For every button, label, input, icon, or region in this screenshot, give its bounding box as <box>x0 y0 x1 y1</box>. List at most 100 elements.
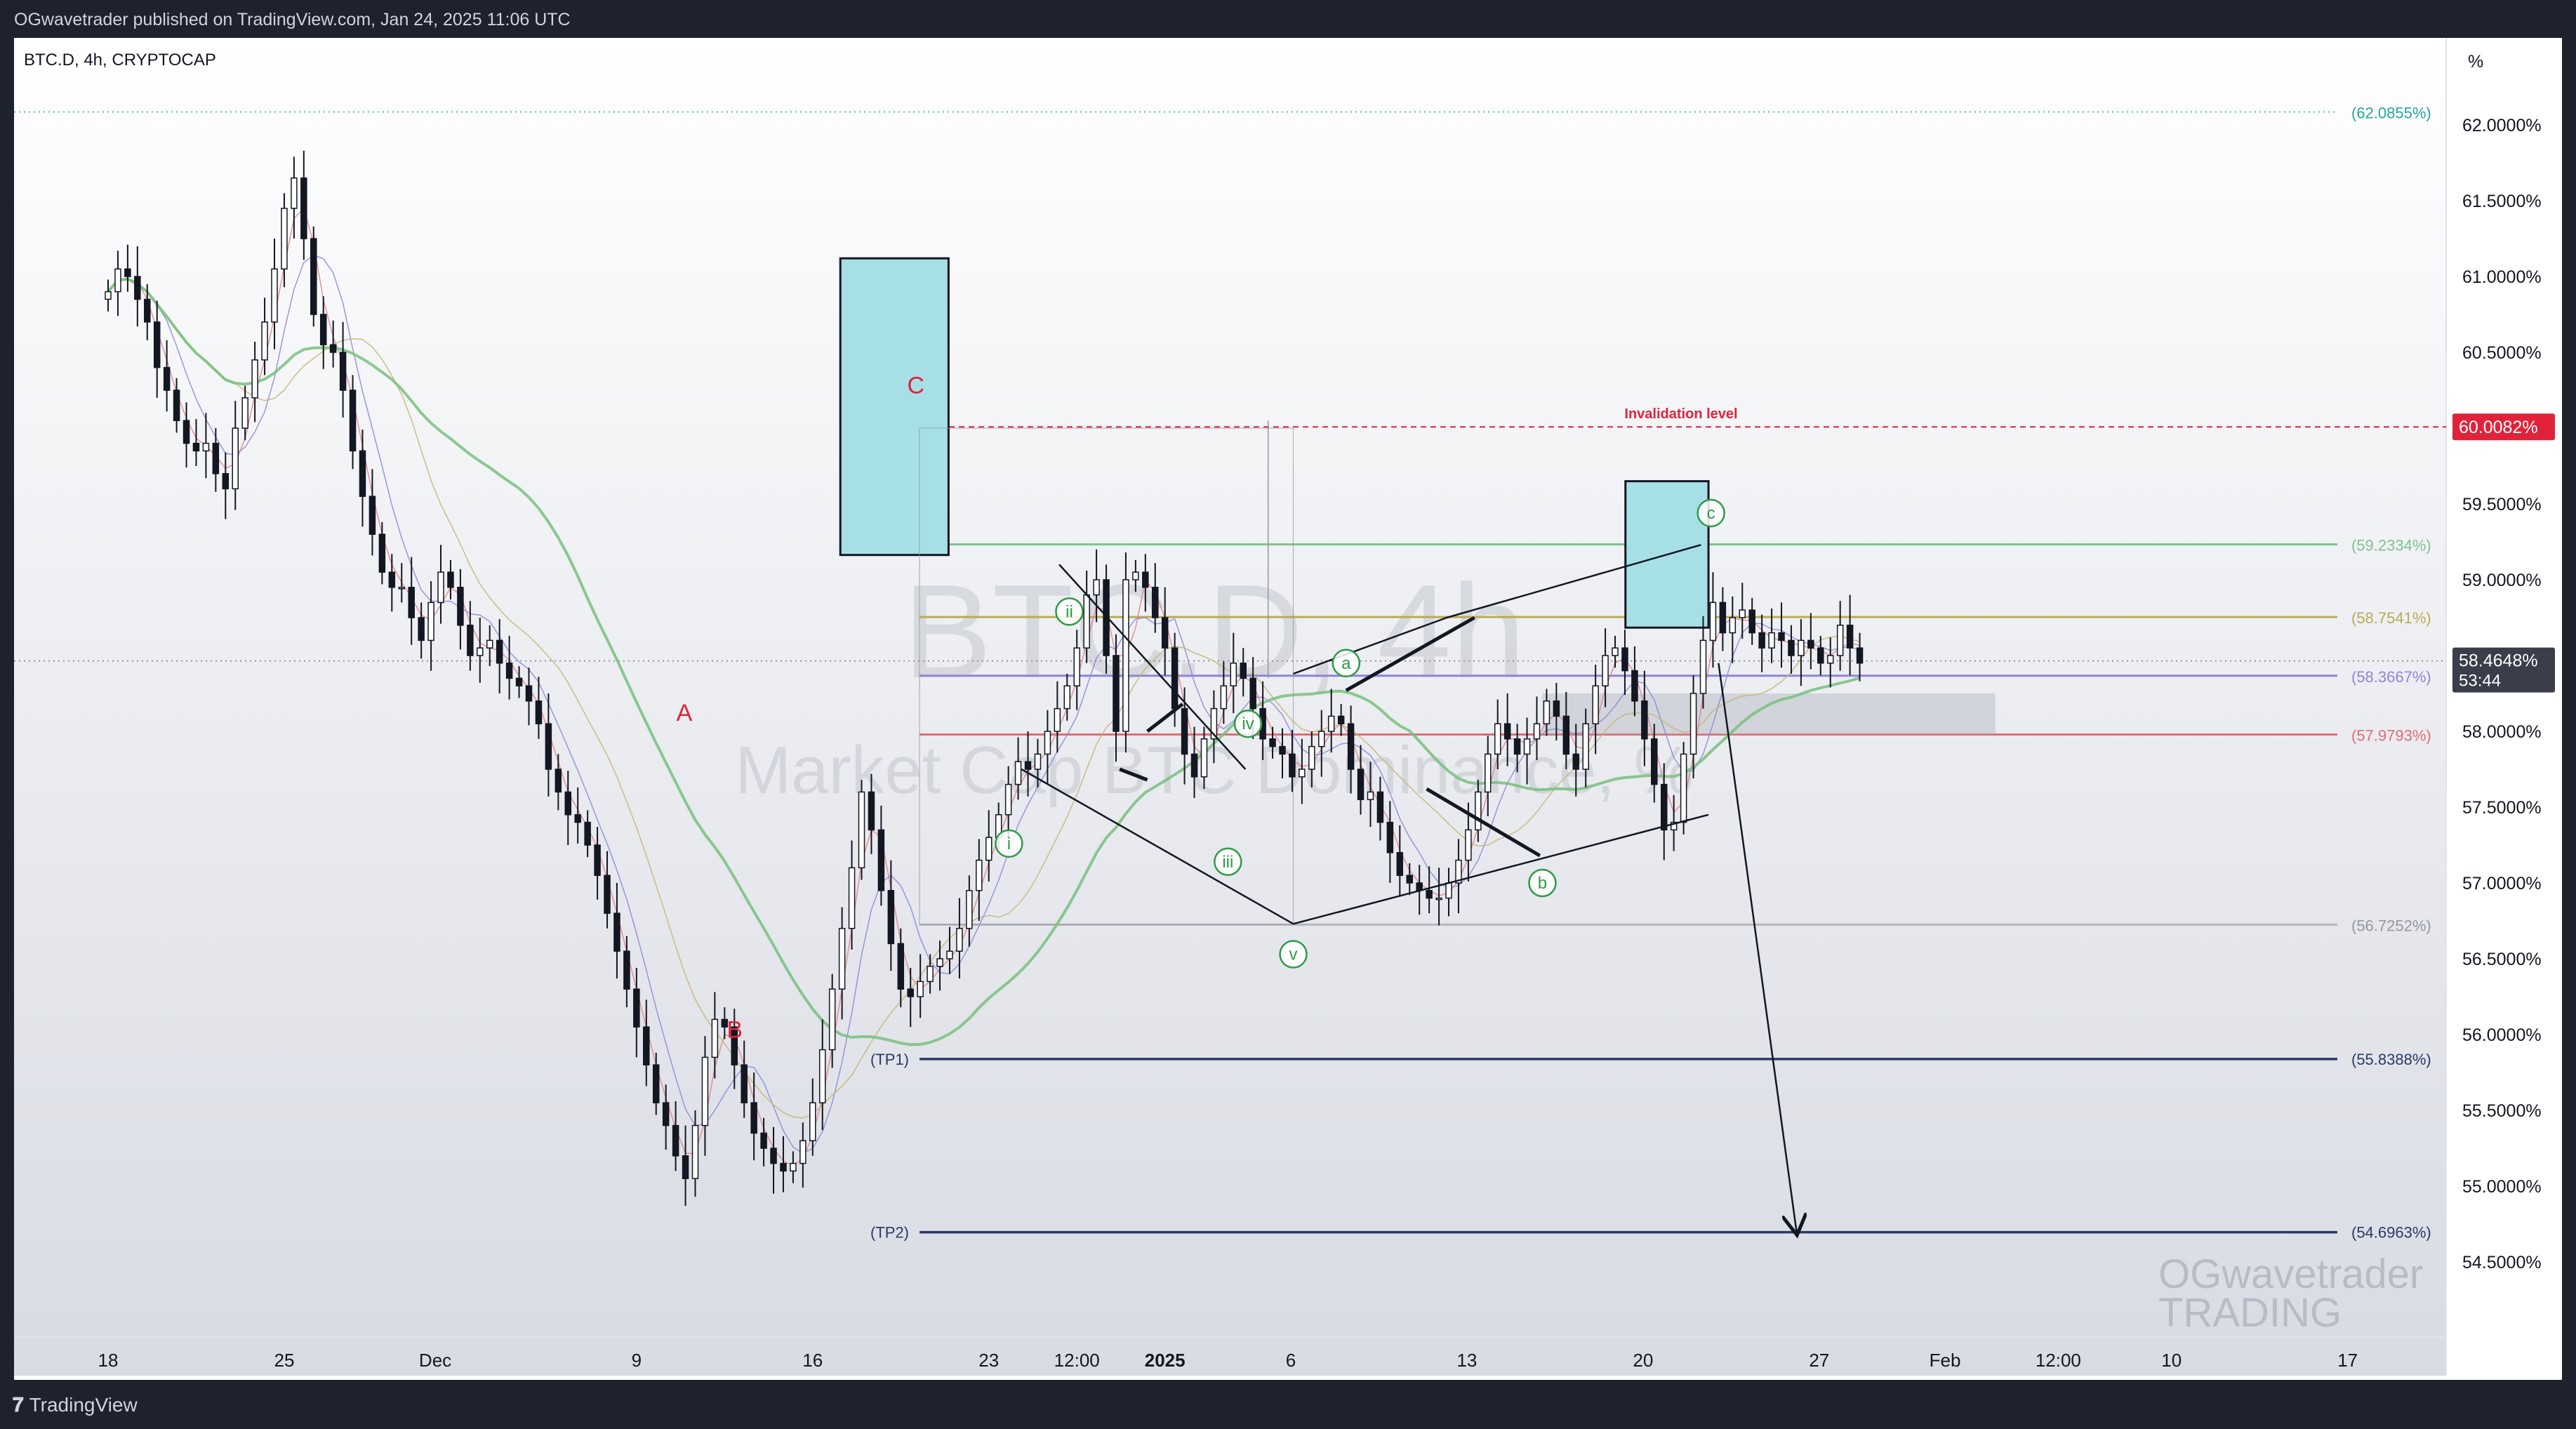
x-tick-label: Dec <box>419 1350 451 1371</box>
candle-body <box>1220 685 1228 710</box>
fib-level-label: (56.7252%) <box>2351 917 2431 934</box>
candle-body <box>1553 700 1560 717</box>
ma-long <box>107 277 1861 1046</box>
author-watermark: OGwavetrader TRADING <box>2158 1251 2423 1336</box>
candle-body <box>1503 723 1511 740</box>
candle-body <box>515 677 523 686</box>
candle-body <box>1269 738 1276 747</box>
candle-body <box>966 890 973 929</box>
candle-body <box>144 298 151 323</box>
candle-body <box>1826 655 1834 664</box>
candle-body <box>1337 715 1345 724</box>
candle-body <box>1406 875 1413 884</box>
candle-body <box>378 533 386 573</box>
candle-body <box>858 791 865 869</box>
candle-body <box>848 867 856 929</box>
fib-level-label: (59.2334%) <box>2351 537 2431 554</box>
candle-body <box>838 928 846 990</box>
candle-body <box>212 442 220 474</box>
candle-body <box>105 291 112 300</box>
candle-body <box>1798 639 1805 656</box>
candle-body <box>1562 715 1570 755</box>
footer-bar: 𝟕 TradingView <box>0 1380 2576 1429</box>
candle-body <box>907 988 914 997</box>
x-tick-label: 10 <box>2161 1350 2182 1371</box>
candle-body <box>1807 639 1814 649</box>
candle-body <box>623 950 630 990</box>
candle-body <box>1445 882 1452 899</box>
candle-body <box>1181 707 1188 755</box>
candle-body <box>1357 769 1365 800</box>
candle-body <box>731 1026 738 1065</box>
thick-segment-3 <box>1119 767 1148 782</box>
candle-body <box>319 314 327 345</box>
candle-body <box>1465 829 1472 861</box>
candle-body <box>427 601 434 642</box>
candle-body <box>1093 579 1100 596</box>
candle-body <box>281 208 288 270</box>
tradingview-logo[interactable]: 𝟕 TradingView <box>13 1394 138 1417</box>
candle-body <box>1113 655 1120 732</box>
candle-body <box>564 791 572 816</box>
candle-body <box>584 821 591 846</box>
candle-body <box>682 1155 689 1179</box>
wave-circle <box>1214 847 1242 877</box>
candle-body <box>505 663 513 679</box>
candle-body <box>1543 700 1551 724</box>
candle-body <box>114 268 121 293</box>
wave-circle <box>1279 940 1308 969</box>
thick-segment-1 <box>1345 616 1475 692</box>
candlesticks <box>105 150 1864 1207</box>
candle-body <box>701 1056 709 1126</box>
candle-body <box>1161 617 1169 649</box>
candle-body <box>594 844 601 876</box>
axis-unit[interactable]: % <box>2468 52 2483 72</box>
x-tick-label: 16 <box>802 1350 823 1371</box>
wave-label-green: c <box>1707 504 1715 523</box>
candle-body <box>936 958 943 967</box>
candle-body <box>437 571 444 604</box>
candle-body <box>339 352 347 391</box>
candle-body <box>809 1102 816 1141</box>
candle-body <box>1249 677 1256 710</box>
invalidation-price-label: 60.0082% <box>2459 418 2538 437</box>
target-name: (TP2) <box>870 1224 909 1242</box>
candle-body <box>1103 579 1110 656</box>
x-tick-label: 13 <box>1456 1350 1477 1371</box>
thick-segment-2 <box>1426 787 1541 858</box>
tradingview-logo-icon: 𝟕 <box>13 1394 24 1416</box>
candle-body <box>1709 601 1717 642</box>
price-levels: (62.0855%) (59.2334%) (58.7541%) (58.3667%)… <box>14 105 2446 1242</box>
candle-body <box>1836 625 1844 656</box>
candle-body <box>985 837 992 861</box>
wave-label-red: A <box>677 700 693 726</box>
highlight-boxes <box>839 257 1996 925</box>
x-tick-label: 23 <box>978 1350 999 1371</box>
candle-body <box>467 625 474 656</box>
candle-body <box>1592 685 1599 724</box>
target-label: (55.8388%) <box>2351 1051 2431 1068</box>
chart-header: BTC.D, 4h, CRYPTOCAP <box>24 51 216 69</box>
candle-body <box>1435 897 1442 900</box>
candle-body <box>946 950 953 959</box>
candle-body <box>1699 639 1707 694</box>
candle-body <box>887 890 895 945</box>
candle-body <box>291 177 298 209</box>
invalidation-label: Invalidation level <box>1624 406 1737 422</box>
candle-body <box>1289 753 1296 778</box>
last-price-countdown: 53:44 <box>2459 672 2501 691</box>
candle-body <box>1670 821 1678 831</box>
candle-body <box>1475 791 1482 831</box>
candle-body <box>418 617 425 642</box>
candle-body <box>799 1140 806 1164</box>
candle-body <box>1396 852 1404 876</box>
candle-body <box>369 496 376 535</box>
candle-body <box>868 791 875 831</box>
candle-body <box>1651 738 1658 785</box>
candle-body <box>1004 783 1012 816</box>
wave-label-red: B <box>726 1016 743 1043</box>
y-tick-label: 57.5000% <box>2462 798 2542 818</box>
y-tick-label: 62.0000% <box>2462 116 2542 135</box>
